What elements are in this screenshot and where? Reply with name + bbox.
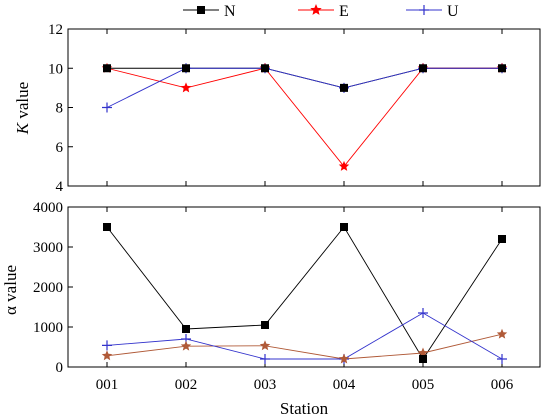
x-tick-label: 002 [175, 377, 198, 393]
data-point-n [340, 83, 348, 92]
y-tick-label: 12 [48, 22, 63, 38]
k-series [101, 62, 508, 171]
y-tick-label: 3000 [33, 240, 63, 256]
x-tick-label: 005 [412, 377, 435, 393]
series-line-e [106, 333, 503, 360]
data-point-e [338, 353, 350, 364]
y-tick-label: 0 [56, 360, 64, 376]
data-point-n [182, 64, 190, 73]
alpha-value-panel: 0 1000 2000 3000 4000 001 002 003 004 005 006 α v… [1, 200, 541, 418]
data-point-u [102, 102, 112, 113]
data-point-n [498, 235, 506, 243]
series-line-u [106, 67, 502, 108]
data-point-e [180, 82, 192, 93]
y-tick-label: 4000 [33, 200, 63, 216]
x-tick-label: 003 [254, 377, 277, 393]
k-plot-frame [67, 28, 541, 187]
legend-marker-n [197, 6, 205, 14]
data-point-u [260, 354, 270, 364]
y-tick-label: 6 [56, 140, 64, 156]
data-point-e [101, 350, 113, 361]
k-y-axis-label: K value [13, 82, 32, 135]
k-value-panel: 4 6 8 10 12 K value [13, 22, 541, 195]
y-tick-label: 2000 [33, 280, 63, 296]
data-point-e [417, 347, 429, 358]
legend: N E U [183, 3, 459, 20]
data-point-e [338, 160, 350, 171]
data-point-u [418, 308, 428, 318]
data-point-n [182, 325, 190, 333]
y-tick-label: 4 [56, 179, 64, 195]
data-point-n [419, 64, 427, 73]
y-tick-label: 8 [56, 101, 64, 117]
x-tick-label: 001 [96, 377, 119, 393]
data-point-n [419, 355, 427, 363]
data-point-u [102, 340, 112, 351]
legend-item-e: E [298, 3, 349, 20]
data-point-n [498, 64, 506, 73]
data-point-n [261, 64, 269, 73]
legend-marker-e [310, 4, 322, 15]
legend-item-u: U [406, 3, 459, 20]
data-point-e [180, 340, 192, 351]
k-x-ticks [106, 29, 503, 186]
alpha-y-axis-label: α value [1, 265, 20, 315]
series-line-e [106, 67, 502, 168]
data-point-e [259, 340, 271, 351]
series-line-u [106, 312, 503, 360]
data-point-n [261, 321, 269, 329]
k-y-axis: 4 6 8 10 12 [48, 22, 73, 195]
x-tick-label: 004 [333, 377, 356, 393]
data-point-u [497, 354, 507, 364]
x-tick-label: 006 [491, 377, 514, 393]
x-axis-label: Station [280, 399, 329, 418]
legend-label-u: U [447, 3, 459, 20]
legend-label-e: E [339, 3, 349, 20]
y-tick-label: 1000 [33, 320, 63, 336]
alpha-x-axis: 001 002 003 004 005 006 [96, 207, 514, 393]
y-tick-label: 10 [48, 61, 63, 77]
alpha-y-axis: 0 1000 2000 3000 4000 [33, 200, 73, 376]
data-point-n [340, 223, 348, 231]
data-point-e [496, 328, 508, 339]
series-line-n [106, 226, 503, 360]
legend-marker-u [419, 5, 429, 15]
legend-label-n: N [224, 3, 236, 20]
data-point-n [103, 64, 111, 73]
legend-item-n: N [183, 3, 236, 20]
data-point-n [103, 223, 111, 231]
alpha-series [101, 223, 508, 364]
